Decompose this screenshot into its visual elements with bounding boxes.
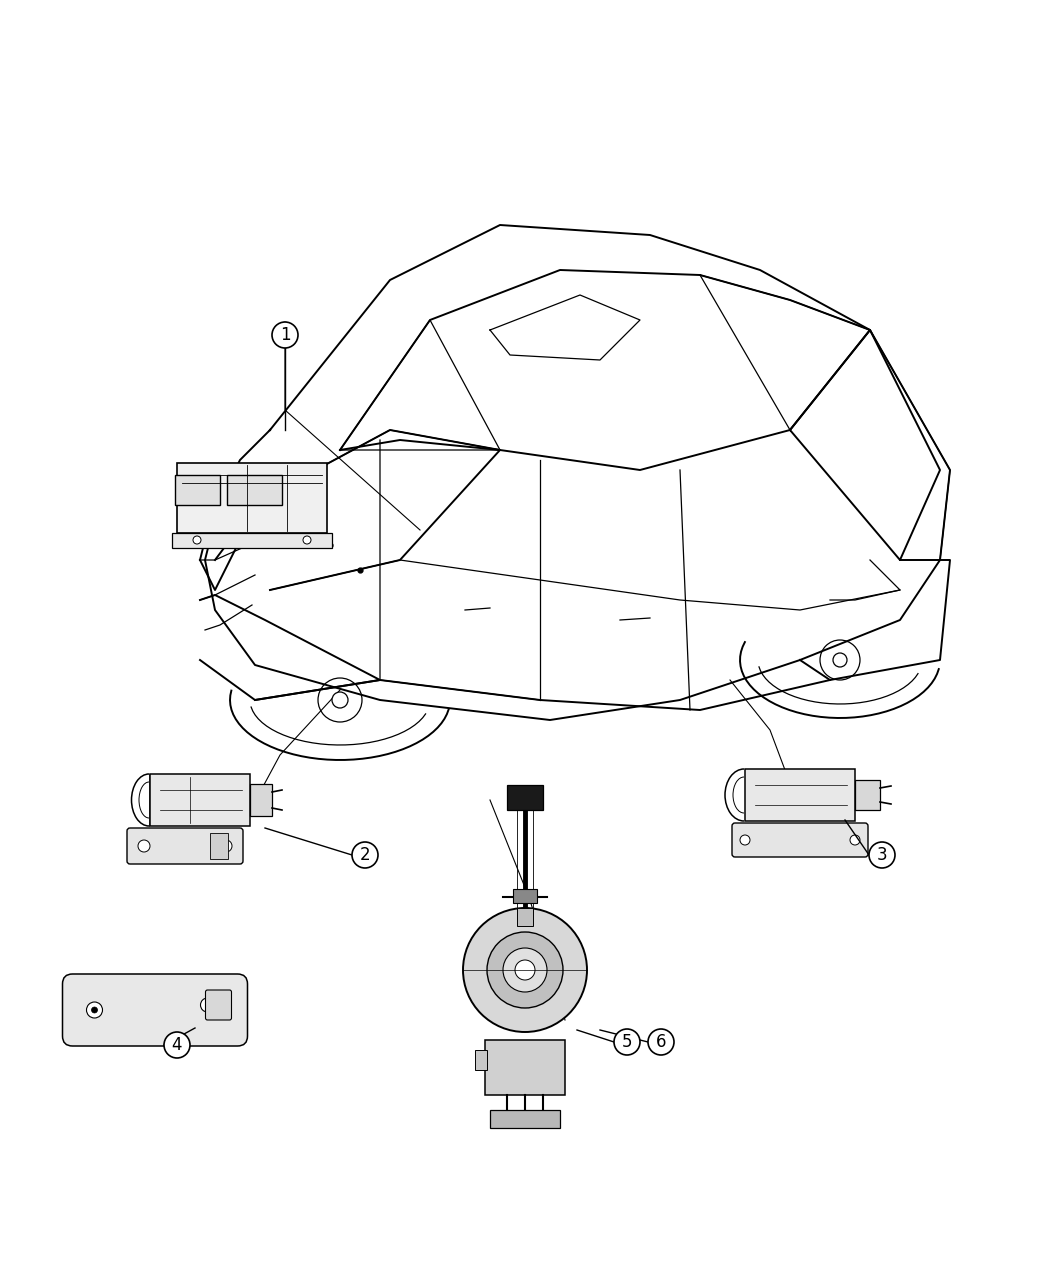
FancyBboxPatch shape bbox=[177, 463, 327, 533]
Circle shape bbox=[352, 842, 378, 868]
Bar bbox=[210, 833, 228, 859]
Bar bbox=[150, 774, 250, 826]
Bar bbox=[490, 1111, 560, 1128]
Circle shape bbox=[833, 653, 847, 667]
Text: 4: 4 bbox=[172, 1037, 183, 1054]
Circle shape bbox=[740, 835, 750, 845]
Bar bbox=[507, 785, 543, 810]
Circle shape bbox=[614, 1029, 640, 1054]
Bar bbox=[172, 533, 332, 548]
Circle shape bbox=[850, 835, 860, 845]
FancyBboxPatch shape bbox=[63, 974, 248, 1046]
Circle shape bbox=[220, 840, 232, 852]
Bar bbox=[513, 889, 537, 903]
Circle shape bbox=[91, 1007, 98, 1014]
Circle shape bbox=[272, 323, 298, 348]
FancyBboxPatch shape bbox=[206, 989, 231, 1020]
Circle shape bbox=[303, 536, 311, 544]
Text: 5: 5 bbox=[622, 1033, 632, 1051]
FancyBboxPatch shape bbox=[732, 822, 868, 857]
Circle shape bbox=[503, 949, 547, 992]
Circle shape bbox=[164, 1031, 190, 1058]
Text: 2: 2 bbox=[360, 847, 371, 864]
Bar bbox=[475, 1051, 487, 1070]
FancyBboxPatch shape bbox=[127, 827, 243, 864]
Circle shape bbox=[86, 1002, 103, 1017]
Circle shape bbox=[869, 842, 895, 868]
Bar bbox=[250, 784, 272, 816]
Circle shape bbox=[487, 932, 563, 1009]
Bar bbox=[517, 908, 533, 926]
Circle shape bbox=[648, 1029, 674, 1054]
FancyBboxPatch shape bbox=[485, 1040, 565, 1095]
Circle shape bbox=[514, 960, 536, 980]
FancyBboxPatch shape bbox=[227, 476, 282, 505]
Bar bbox=[746, 769, 855, 821]
Text: 6: 6 bbox=[656, 1033, 667, 1051]
Text: 1: 1 bbox=[279, 326, 290, 344]
Circle shape bbox=[138, 840, 150, 852]
Circle shape bbox=[193, 536, 201, 544]
FancyBboxPatch shape bbox=[175, 476, 220, 505]
Bar bbox=[855, 780, 880, 810]
Circle shape bbox=[332, 692, 348, 708]
Text: 3: 3 bbox=[877, 847, 887, 864]
Circle shape bbox=[463, 908, 587, 1031]
Circle shape bbox=[201, 998, 214, 1012]
